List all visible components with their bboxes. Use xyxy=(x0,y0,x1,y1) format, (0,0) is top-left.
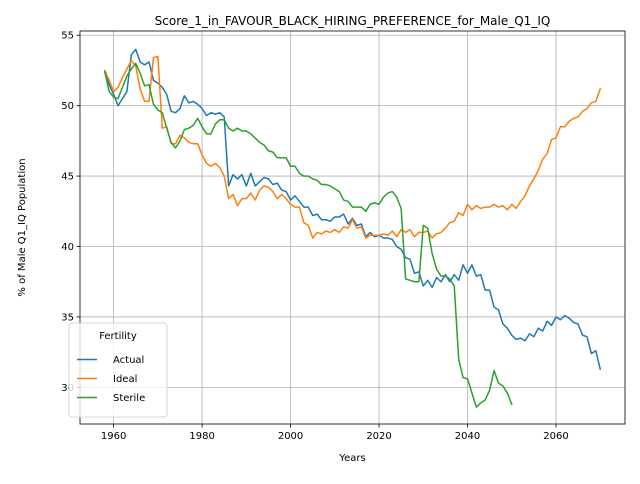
legend-label: Ideal xyxy=(113,374,137,385)
series-group xyxy=(103,48,602,408)
legend-entries: Actual Ideal Sterile xyxy=(77,355,145,404)
chart-title: Score_1_in_FAVOUR_BLACK_HIRING_PREFERENC… xyxy=(155,14,551,28)
legend: Fertility Actual Ideal Sterile xyxy=(68,322,168,418)
y-tick-label: 35 xyxy=(61,312,74,323)
y-tick-label: 45 xyxy=(61,172,74,183)
y-tick-label: 40 xyxy=(61,242,74,253)
legend-label: Actual xyxy=(113,355,144,366)
ticks: 1960 1980 2000 2020 2040 2060 30 35 40 45 50 55 xyxy=(61,31,568,442)
series-line-sterile xyxy=(103,62,513,408)
plot-frame xyxy=(79,30,626,425)
x-tick-label: 2000 xyxy=(278,431,303,442)
y-tick-label: 30 xyxy=(61,383,74,394)
y-tick-label: 50 xyxy=(61,101,74,112)
legend-label: Sterile xyxy=(113,393,145,404)
x-tick-label: 1980 xyxy=(189,431,214,442)
grid xyxy=(80,31,625,424)
x-tick-label: 2040 xyxy=(455,431,480,442)
x-tick-label: 2020 xyxy=(366,431,391,442)
y-axis-label: % of Male Q1_IQ Population xyxy=(17,158,28,296)
x-tick-label: 2060 xyxy=(543,431,568,442)
legend-box xyxy=(68,322,168,418)
series-line-actual xyxy=(103,48,602,370)
series-line-ideal xyxy=(103,55,602,239)
x-tick-label: 1960 xyxy=(101,431,126,442)
y-tick-label: 55 xyxy=(61,31,74,42)
x-axis-label: Years xyxy=(338,453,365,464)
legend-title: Fertility xyxy=(99,331,137,342)
